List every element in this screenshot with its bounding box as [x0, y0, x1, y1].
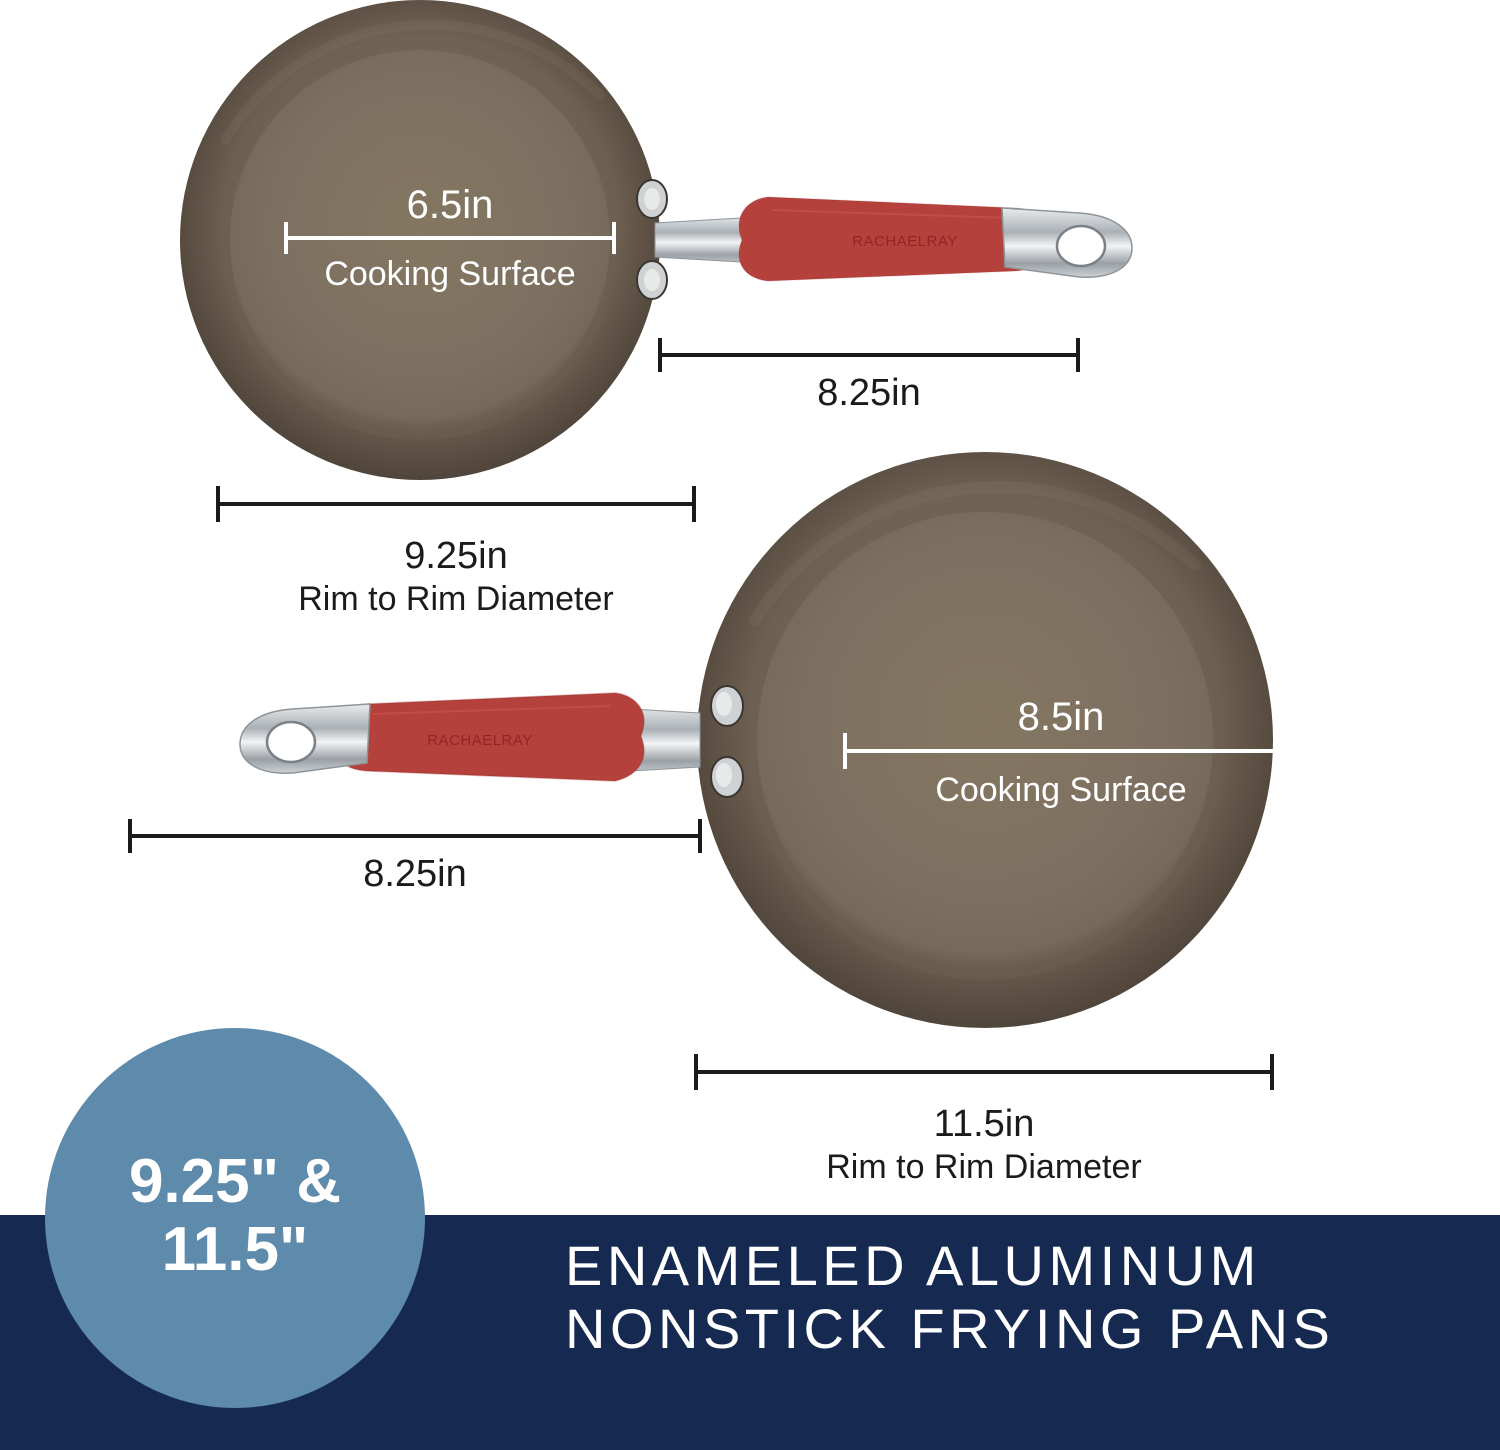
- svg-text:6.5in: 6.5in: [407, 183, 494, 227]
- svg-text:11.5in: 11.5in: [934, 1103, 1035, 1145]
- svg-text:RACHAELRAY: RACHAELRAY: [427, 732, 533, 749]
- svg-text:ENAMELED ALUMINUM: ENAMELED ALUMINUM: [565, 1234, 1261, 1297]
- svg-text:8.25in: 8.25in: [363, 853, 467, 895]
- svg-text:8.25in: 8.25in: [817, 372, 921, 414]
- svg-text:RACHAELRAY: RACHAELRAY: [852, 233, 958, 250]
- svg-text:Rim to Rim Diameter: Rim to Rim Diameter: [826, 1148, 1141, 1186]
- svg-text:Rim to Rim Diameter: Rim to Rim Diameter: [298, 580, 613, 618]
- svg-text:Cooking Surface: Cooking Surface: [935, 771, 1186, 809]
- svg-text:9.25" &: 9.25" &: [129, 1147, 341, 1216]
- svg-text:Cooking Surface: Cooking Surface: [324, 255, 575, 293]
- svg-text:8.5in: 8.5in: [1018, 695, 1105, 739]
- svg-text:NONSTICK FRYING PANS: NONSTICK FRYING PANS: [565, 1297, 1334, 1360]
- svg-text:11.5": 11.5": [162, 1215, 309, 1284]
- svg-text:9.25in: 9.25in: [404, 535, 508, 577]
